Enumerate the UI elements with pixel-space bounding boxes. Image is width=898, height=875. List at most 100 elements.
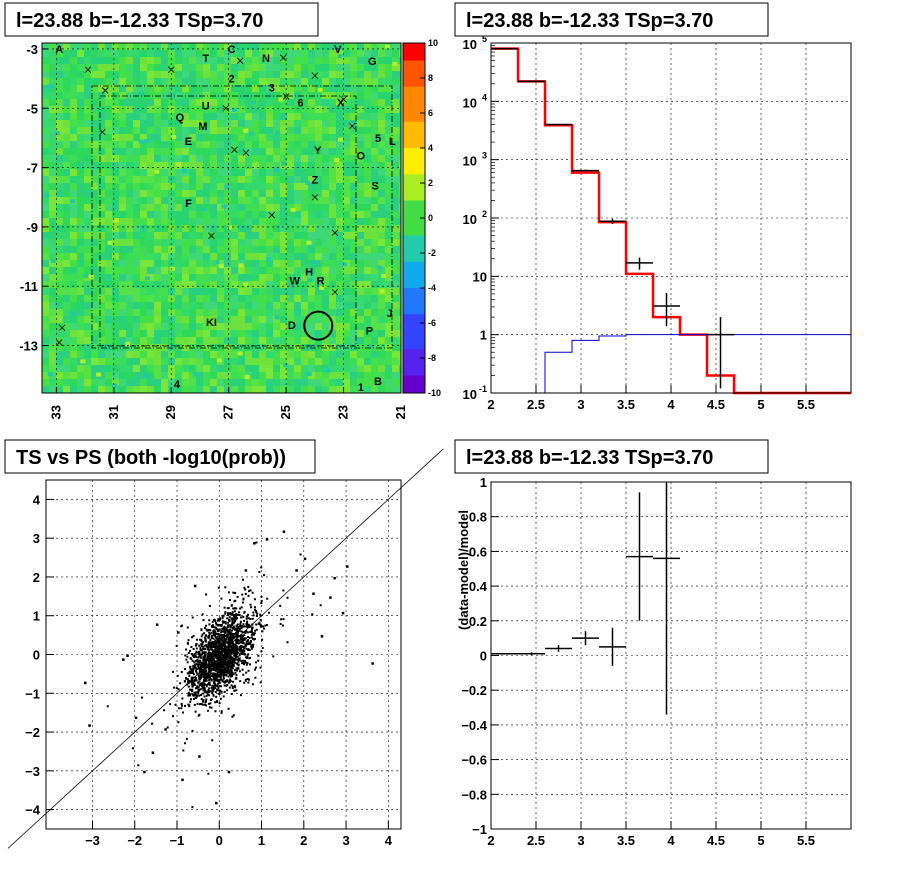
map-cell xyxy=(231,85,238,92)
map-cell xyxy=(378,253,385,260)
map-cell xyxy=(315,99,322,106)
map-cell xyxy=(287,113,294,120)
map-cell xyxy=(364,169,371,176)
map-hotspot xyxy=(368,344,374,349)
map-hotspot xyxy=(306,372,312,377)
map-cell xyxy=(280,148,287,155)
map-cell xyxy=(182,316,189,323)
map-cell xyxy=(182,365,189,372)
map-cell xyxy=(133,281,140,288)
map-cell xyxy=(371,365,378,372)
map-cell xyxy=(147,78,154,85)
map-cell xyxy=(203,351,210,358)
spectrum-panel: l=23.88 b=-12.33 TSp=3.70 2 2.5 3 3.5 4 4.5 5 5… xyxy=(454,2,852,412)
map-cell xyxy=(392,183,399,190)
map-cell xyxy=(301,225,308,232)
map-cell xyxy=(175,232,182,239)
map-cell xyxy=(378,106,385,113)
map-cell xyxy=(322,113,329,120)
map-cell xyxy=(294,365,301,372)
map-cell xyxy=(378,246,385,253)
map-cell xyxy=(308,239,315,246)
map-cell xyxy=(322,127,329,134)
map-cell xyxy=(399,155,401,162)
map-cell xyxy=(378,295,385,302)
colorbar-band xyxy=(403,174,425,184)
map-cell xyxy=(105,323,112,330)
map-cell xyxy=(252,274,259,281)
map-cell xyxy=(126,43,133,50)
map-cell xyxy=(42,162,49,169)
map-cell xyxy=(175,197,182,204)
map-cell xyxy=(42,218,49,225)
map-cell xyxy=(147,232,154,239)
spectrum-ytick-label: 10 xyxy=(473,269,487,284)
map-hotspot xyxy=(243,128,249,133)
map-cell xyxy=(140,127,147,134)
map-cell xyxy=(294,64,301,71)
map-cell xyxy=(175,239,182,246)
map-cell xyxy=(315,288,322,295)
map-cell xyxy=(203,204,210,211)
map-cell xyxy=(168,218,175,225)
map-hotspot xyxy=(44,193,50,198)
map-cell xyxy=(392,141,399,148)
map-cell xyxy=(49,225,56,232)
map-cell xyxy=(91,190,98,197)
map-cell xyxy=(385,71,392,78)
map-cell xyxy=(63,113,70,120)
map-cell xyxy=(392,71,399,78)
map-cell xyxy=(196,246,203,253)
map-cell xyxy=(392,288,399,295)
map-cell xyxy=(126,218,133,225)
map-cell xyxy=(133,323,140,330)
map-cell xyxy=(210,323,217,330)
map-cell xyxy=(63,330,70,337)
map-cell xyxy=(294,344,301,351)
map-cell xyxy=(63,239,70,246)
map-cell xyxy=(385,141,392,148)
map-cell xyxy=(182,148,189,155)
map-cell xyxy=(273,372,280,379)
map-cell xyxy=(112,309,119,316)
map-cell xyxy=(217,169,224,176)
map-cell xyxy=(42,99,49,106)
map-cell xyxy=(49,246,56,253)
map-cell xyxy=(217,295,224,302)
map-cell xyxy=(364,197,371,204)
map-cell xyxy=(252,253,259,260)
ts-ytick-label: 1 xyxy=(33,609,40,624)
map-source-label: Y xyxy=(314,145,322,157)
map-cross-marker xyxy=(99,128,106,136)
map-cell xyxy=(70,302,77,309)
map-cell xyxy=(133,316,140,323)
map-cell xyxy=(252,120,259,127)
map-cell xyxy=(196,260,203,267)
map-source-label: A xyxy=(55,44,63,56)
map-cell xyxy=(301,92,308,99)
map-hotspot xyxy=(319,285,325,290)
map-cell xyxy=(168,127,175,134)
map-cell xyxy=(126,176,133,183)
spectrum-ytick-label: 10 xyxy=(463,212,477,227)
map-cell xyxy=(357,260,364,267)
map-cell xyxy=(56,134,63,141)
map-hotspot xyxy=(221,204,227,209)
map-cell xyxy=(329,57,336,64)
map-cell xyxy=(140,288,147,295)
map-cell xyxy=(210,267,217,274)
map-cell xyxy=(294,309,301,316)
map-cell xyxy=(224,148,231,155)
map-cell xyxy=(63,120,70,127)
map-cell xyxy=(252,71,259,78)
colorbar-tick-label: 4 xyxy=(428,143,433,153)
map-cell xyxy=(385,239,392,246)
map-cell xyxy=(301,169,308,176)
map-cell xyxy=(392,197,399,204)
map-cell xyxy=(42,232,49,239)
map-cell xyxy=(259,92,266,99)
map-cell xyxy=(140,232,147,239)
map-cell xyxy=(203,323,210,330)
map-cell xyxy=(266,316,273,323)
map-cell xyxy=(217,99,224,106)
